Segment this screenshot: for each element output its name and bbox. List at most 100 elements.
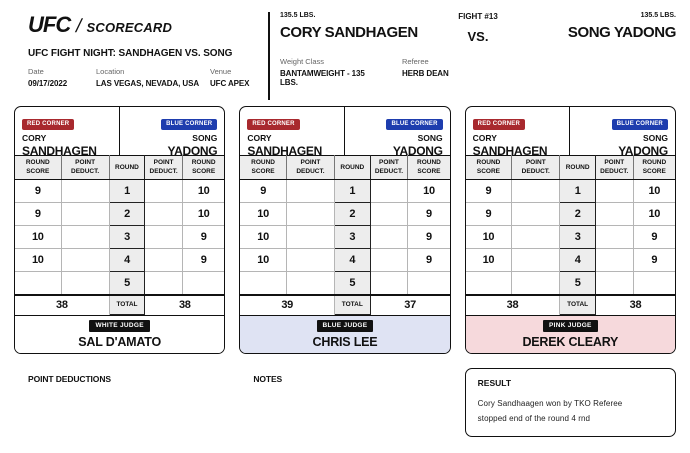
weight-class: Weight Class BANTAMWEIGHT - 135 LBS. bbox=[280, 57, 380, 87]
officials-row: Weight Class BANTAMWEIGHT - 135 LBS. Ref… bbox=[280, 57, 676, 87]
red-point-deduct-header: POINT DEDUCT. bbox=[285, 155, 336, 180]
red-point-deduct-cell bbox=[511, 225, 561, 249]
score-table-header-row: ROUND SCORE POINT DEDUCT. ROUND POINT DE… bbox=[465, 155, 675, 180]
red-round-score: 10 bbox=[15, 225, 62, 249]
round-row: 10 3 9 bbox=[240, 225, 450, 249]
round-row: 9 1 10 bbox=[15, 179, 225, 203]
round-number: 2 bbox=[108, 202, 146, 226]
referee-label: Referee bbox=[402, 57, 429, 66]
blue-point-deduct-cell bbox=[369, 271, 409, 295]
judge-name: DEREK CLEARY bbox=[522, 334, 619, 349]
blue-round-score bbox=[181, 271, 225, 295]
round-number: 2 bbox=[334, 202, 371, 226]
judge-type-badge: WHITE JUDGE bbox=[89, 320, 150, 332]
blue-point-deduct-header: POINT DEDUCT. bbox=[594, 155, 634, 180]
blue-round-score bbox=[407, 271, 450, 295]
result-label: RESULT bbox=[477, 378, 512, 388]
red-round-score: 9 bbox=[465, 202, 513, 226]
red-point-deduct-header: POINT DEDUCT. bbox=[511, 155, 561, 180]
result-text-line1: Cory Sandhaagen won by TKO Referee bbox=[477, 399, 623, 408]
round-row: 10 2 9 bbox=[240, 202, 450, 226]
red-first-name: CORY bbox=[472, 132, 497, 143]
red-point-deduct-cell bbox=[60, 179, 110, 203]
red-total-score: 38 bbox=[465, 293, 561, 315]
round-number: 3 bbox=[334, 225, 371, 249]
round-number: 4 bbox=[108, 248, 146, 272]
venue-label: Venue bbox=[210, 67, 232, 76]
red-point-deduct-cell bbox=[285, 271, 336, 295]
red-round-score-header: ROUND SCORE bbox=[15, 155, 62, 180]
blue-fighter-header: 135.5 LBS. SONG YADONG bbox=[524, 12, 677, 44]
red-point-deduct-cell bbox=[511, 202, 561, 226]
total-label: TOTAL bbox=[334, 293, 371, 315]
blue-round-score-header: ROUND SCORE bbox=[632, 155, 675, 180]
card-blue-fighter: BLUE CORNER SONG YADONG bbox=[345, 107, 450, 158]
round-row: 5 bbox=[15, 271, 225, 295]
blue-total-score: 38 bbox=[144, 293, 225, 315]
blue-round-score-header: ROUND SCORE bbox=[407, 155, 450, 180]
score-table-header-row: ROUND SCORE POINT DEDUCT. ROUND POINT DE… bbox=[15, 155, 225, 180]
red-last-name: SANDHAGEN bbox=[247, 143, 322, 158]
blue-round-score: 10 bbox=[181, 179, 225, 203]
judge-panel: PINK JUDGE DEREK CLEARY bbox=[465, 315, 675, 353]
red-point-deduct-cell bbox=[285, 225, 336, 249]
date-label: Date bbox=[28, 67, 44, 76]
score-table: ROUND SCORE POINT DEDUCT. ROUND POINT DE… bbox=[15, 155, 225, 315]
weight-class-value: BANTAMWEIGHT - 135 LBS. bbox=[280, 69, 365, 87]
fight-center: FIGHT #13 VS. bbox=[432, 12, 524, 44]
result-box: RESULT Cory Sandhaagen won by TKO Refere… bbox=[464, 368, 676, 438]
red-point-deduct-cell bbox=[60, 248, 110, 272]
round-row: 5 bbox=[465, 271, 675, 295]
point-deductions-label: POINT DEDUCTIONS bbox=[28, 374, 111, 384]
blue-corner-badge: BLUE CORNER bbox=[386, 119, 443, 130]
round-number: 5 bbox=[334, 271, 371, 295]
red-round-score: 9 bbox=[240, 179, 287, 203]
judge-panel: BLUE JUDGE CHRIS LEE bbox=[240, 315, 450, 353]
blue-corner-badge: BLUE CORNER bbox=[161, 119, 218, 130]
red-round-score: 10 bbox=[465, 225, 513, 249]
red-first-name: CORY bbox=[22, 132, 47, 143]
blue-point-deduct-cell bbox=[369, 225, 409, 249]
logo-slash: / bbox=[74, 16, 84, 37]
blue-point-deduct-cell bbox=[594, 225, 634, 249]
result-text-line2: stopped end of the round 4 rnd bbox=[477, 414, 591, 424]
red-round-score bbox=[465, 271, 513, 295]
judge-name: CHRIS LEE bbox=[312, 334, 378, 349]
judge-cards-row: RED CORNER CORY SANDHAGEN BLUE CORNER SO… bbox=[0, 104, 690, 354]
card-fighter-names: RED CORNER CORY SANDHAGEN BLUE CORNER SO… bbox=[15, 107, 224, 158]
round-number: 5 bbox=[559, 271, 596, 295]
fight-info-block: 135.5 LBS. CORY SANDHAGEN FIGHT #13 VS. … bbox=[270, 10, 676, 104]
ufc-scorecard-logo: UFC / SCORECARD bbox=[28, 12, 268, 38]
round-number: 3 bbox=[559, 225, 596, 249]
blue-point-deduct-cell bbox=[594, 202, 634, 226]
judge-type-badge: PINK JUDGE bbox=[542, 320, 598, 332]
red-point-deduct-cell bbox=[511, 271, 561, 295]
round-row: 9 2 10 bbox=[465, 202, 675, 226]
card-blue-fighter: BLUE CORNER SONG YADONG bbox=[570, 107, 675, 158]
red-round-score: 10 bbox=[240, 225, 287, 249]
red-round-score: 10 bbox=[240, 202, 287, 226]
red-last-name: SANDHAGEN bbox=[22, 143, 97, 158]
blue-first-name: SONG bbox=[192, 132, 218, 143]
total-label: TOTAL bbox=[108, 293, 146, 315]
blue-first-name: SONG bbox=[642, 132, 668, 143]
red-fighter-name: CORY SANDHAGEN bbox=[280, 24, 418, 41]
blue-point-deduct-cell bbox=[594, 271, 634, 295]
red-round-score: 10 bbox=[465, 248, 513, 272]
card-red-fighter: RED CORNER CORY SANDHAGEN bbox=[240, 107, 345, 158]
round-number: 4 bbox=[334, 248, 371, 272]
event-venue: Venue UFC APEX bbox=[210, 67, 249, 88]
blue-total-score: 38 bbox=[594, 293, 675, 315]
event-location: Location LAS VEGAS, NEVADA, USA bbox=[96, 67, 204, 88]
blue-corner-badge: BLUE CORNER bbox=[611, 119, 668, 130]
blue-total-score: 37 bbox=[369, 293, 450, 315]
red-point-deduct-cell bbox=[60, 202, 110, 226]
round-header: ROUND bbox=[559, 155, 596, 180]
score-table: ROUND SCORE POINT DEDUCT. ROUND POINT DE… bbox=[240, 155, 450, 315]
notes-section: NOTES bbox=[239, 374, 450, 384]
red-corner-badge: RED CORNER bbox=[247, 119, 300, 130]
round-number: 1 bbox=[334, 179, 371, 203]
blue-point-deduct-cell bbox=[369, 248, 409, 272]
red-round-score: 10 bbox=[240, 248, 287, 272]
red-round-score-header: ROUND SCORE bbox=[240, 155, 287, 180]
